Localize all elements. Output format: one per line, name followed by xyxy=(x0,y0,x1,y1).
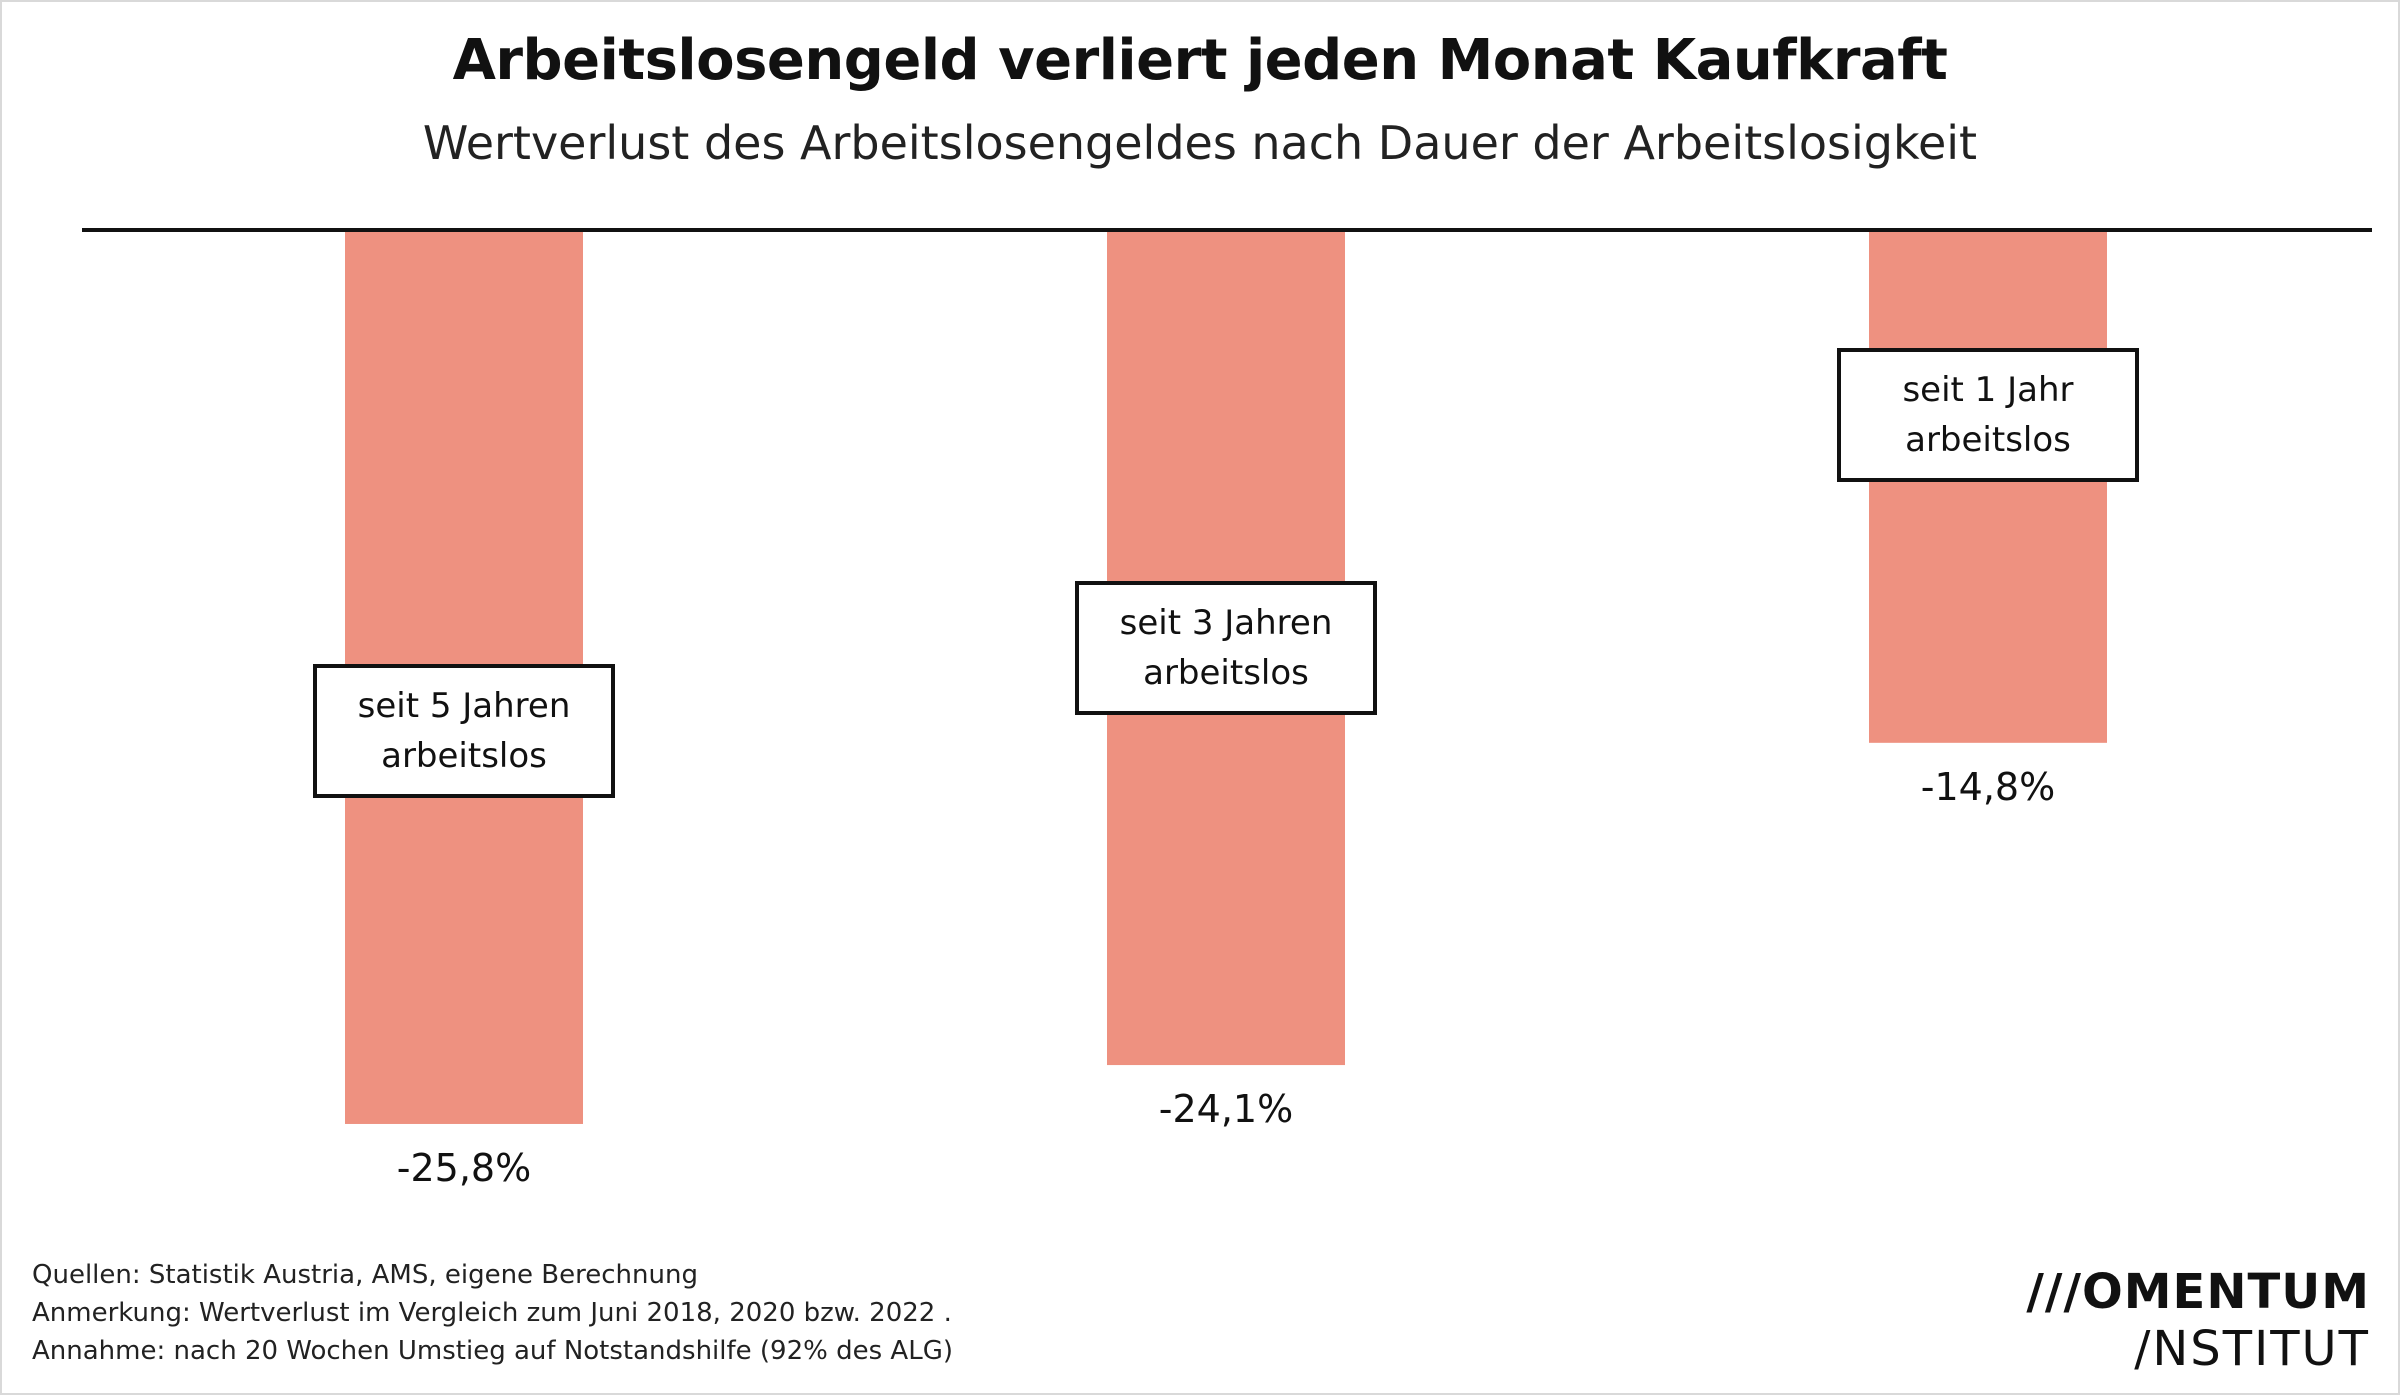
remark-note: Anmerkung: Wertverlust im Vergleich zum … xyxy=(32,1298,952,1328)
chart-subtitle: Wertverlust des Arbeitslosengeldes nach … xyxy=(422,116,1978,170)
chart-title: Arbeitslosengeld verliert jeden Monat Ka… xyxy=(452,28,1948,93)
category-label-2: seit 3 Jahren arbeitslos xyxy=(1075,580,1377,715)
category-label-3-line-2: arbeitslos xyxy=(1905,419,2071,460)
category-label-1: seit 5 Jahren arbeitslos xyxy=(313,663,615,798)
value-label-1: -25,8% xyxy=(396,1145,532,1190)
bar-3 xyxy=(1869,230,2107,743)
momentum-institut-logo: ///OMENTUM /NSTITUT xyxy=(2026,1264,2370,1378)
logo-line-1: ///OMENTUM xyxy=(2026,1264,2370,1320)
category-label-2-line-2: arbeitslos xyxy=(1143,652,1309,693)
assumption-note: Annahme: nach 20 Wochen Umstieg auf Nots… xyxy=(32,1336,953,1366)
category-label-3: seit 1 Jahr arbeitslos xyxy=(1837,347,2139,482)
category-label-1-line-1: seit 5 Jahren xyxy=(357,685,571,726)
value-label-2: -24,1% xyxy=(1158,1087,1294,1132)
source-note: Quellen: Statistik Austria, AMS, eigene … xyxy=(32,1260,698,1290)
category-label-3-line-1: seit 1 Jahr xyxy=(1902,369,2074,410)
category-label-2-line-1: seit 3 Jahren xyxy=(1119,602,1333,643)
value-label-3: -14,8% xyxy=(1920,764,2056,809)
category-label-1-line-2: arbeitslos xyxy=(381,735,547,776)
footnotes: Quellen: Statistik Austria, AMS, eigene … xyxy=(32,1256,953,1370)
logo-line-2: /NSTITUT xyxy=(2134,1321,2370,1377)
